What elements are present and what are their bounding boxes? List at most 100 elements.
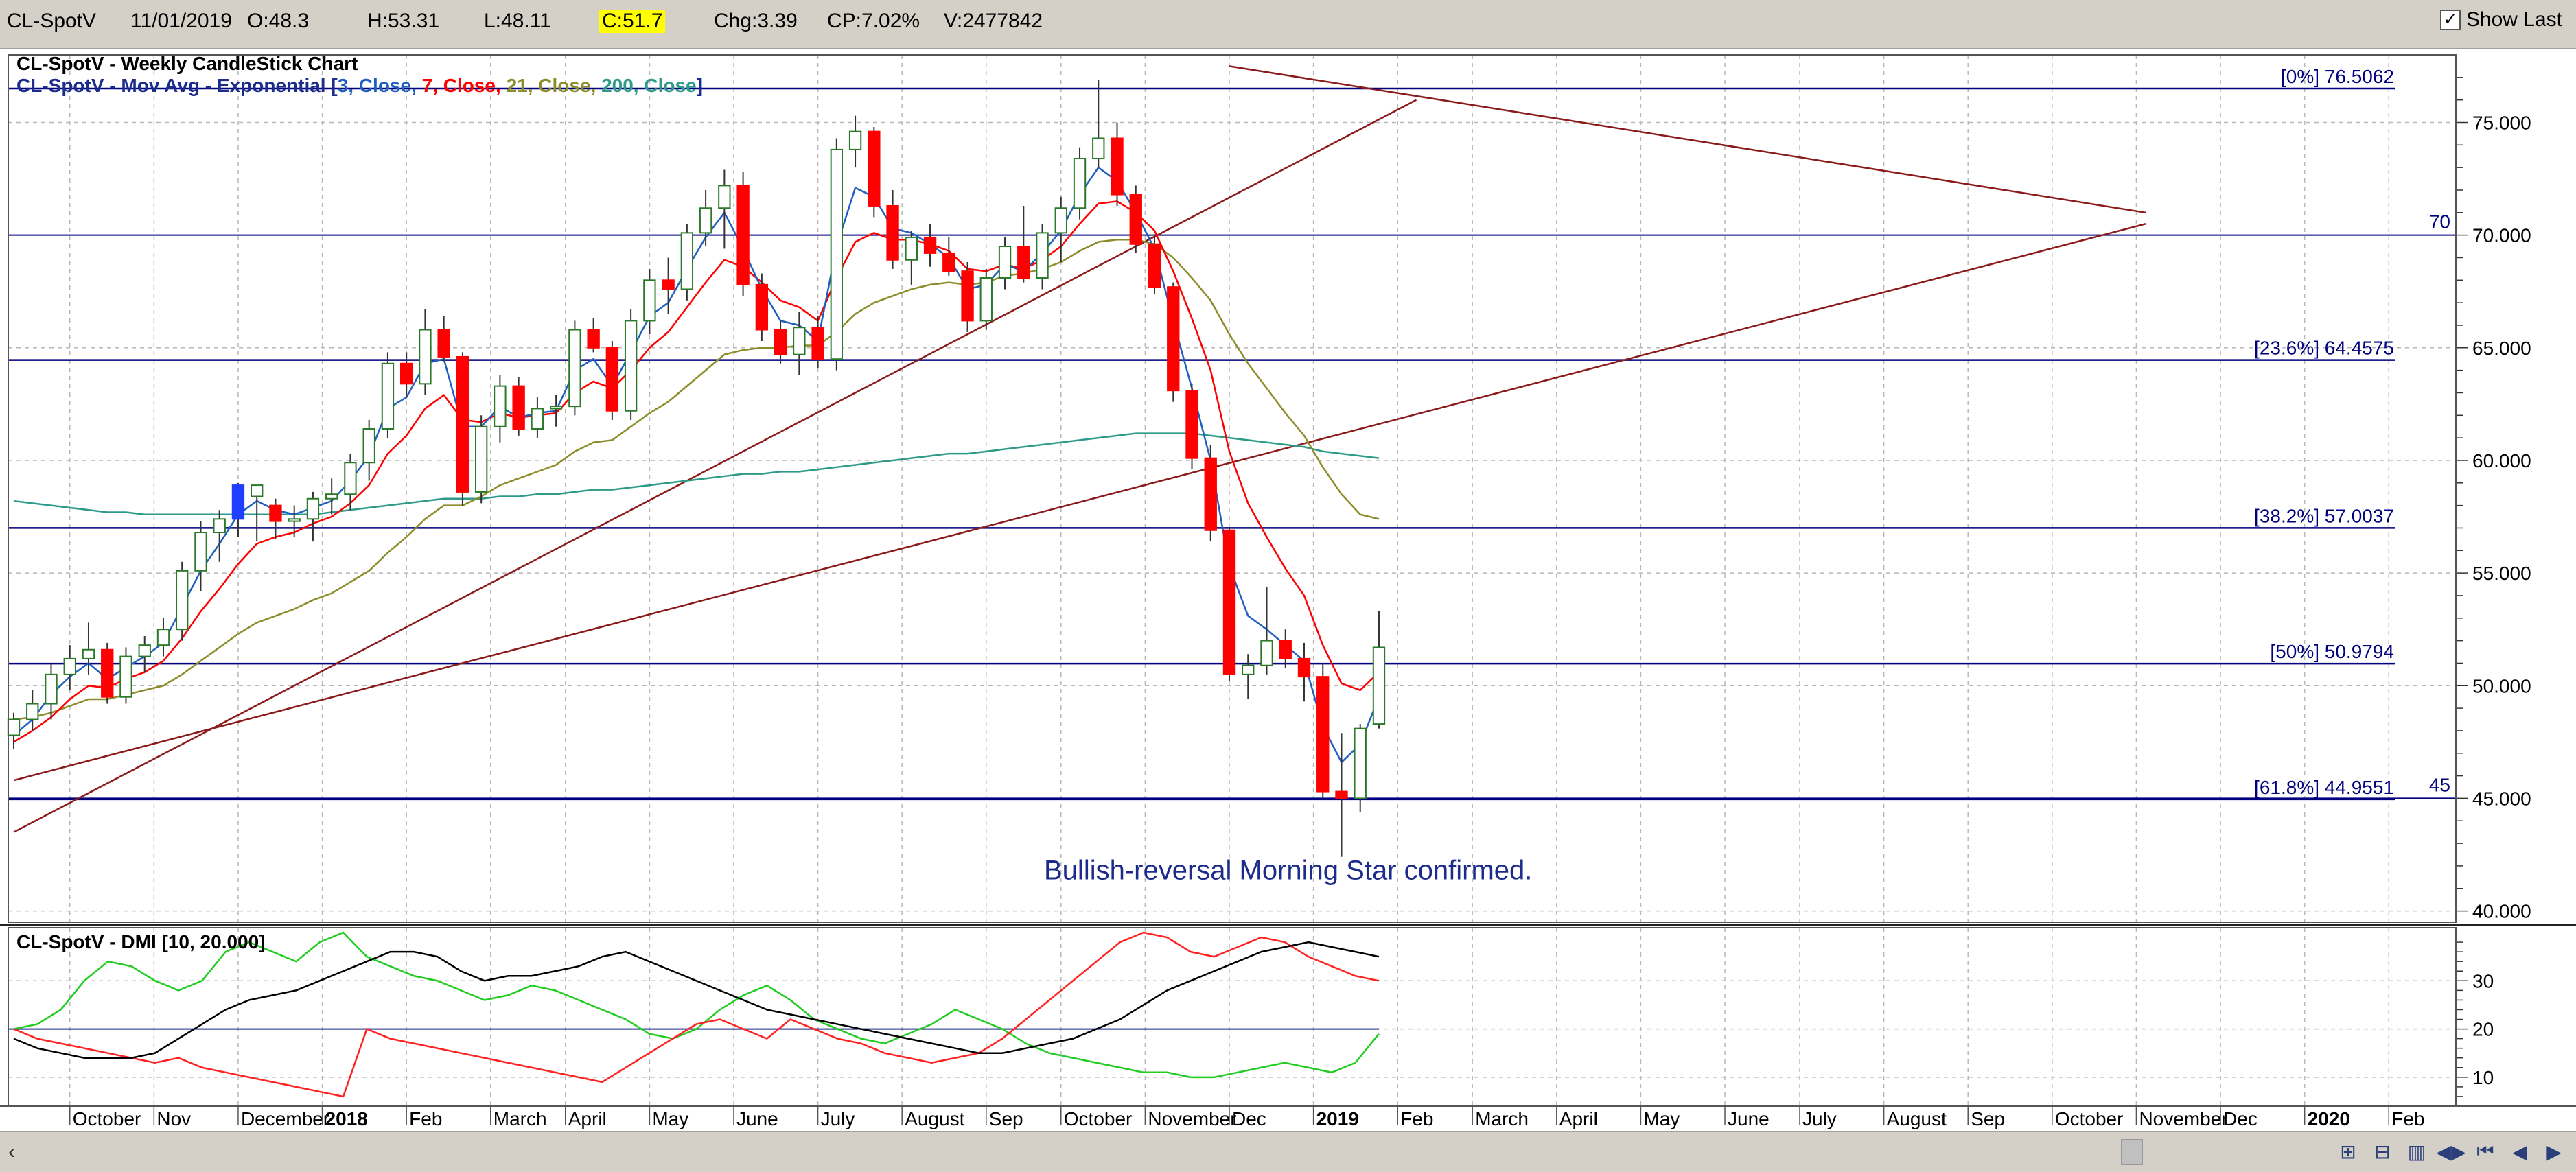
horizontal-line-label: 70 <box>2429 211 2450 233</box>
scrollbar-thumb[interactable] <box>2121 1139 2143 1165</box>
zoom-out-icon[interactable]: ⊟ <box>2374 1140 2391 1162</box>
price-panel-labels: CL-SpotV - Weekly CandleStick Chart CL-S… <box>16 53 1532 886</box>
candle-body <box>587 329 600 349</box>
candle-body <box>381 362 395 430</box>
fib-levels: [0%] 76.5062 [23.6%] 64.4575 [38.2%] 57.00… <box>8 66 2456 801</box>
candle-body <box>362 427 375 464</box>
time-tick-label: July <box>821 1108 855 1129</box>
candle-body <box>549 406 563 410</box>
candle-body <box>736 185 750 285</box>
candle-body <box>194 532 207 572</box>
ema-legend-param: 7, Close, <box>422 75 507 96</box>
time-tick-label: August <box>905 1108 964 1129</box>
date-label: 11/01/2019 <box>130 10 232 32</box>
bottom-toolbar: ‹ ⊞ ⊟ ▥ ◀▶ ⏮ ◀ ▶ <box>0 1131 2576 1172</box>
fib-label: [0%] 76.5062 <box>2281 66 2394 87</box>
candle-body <box>1148 243 1161 288</box>
show-last-label: Show Last <box>2465 8 2562 31</box>
candle-body <box>419 329 432 385</box>
candle-body <box>437 329 450 358</box>
ema-legend: CL-SpotV - Mov Avg - Exponential [3, Clo… <box>16 75 703 96</box>
candles <box>7 80 1386 857</box>
candle-body <box>1260 640 1273 666</box>
time-tick-label: 2018 <box>325 1108 368 1129</box>
nav-buttons: ⊞ ⊟ ▥ ◀▶ ⏮ ◀ ▶ <box>2333 1136 2569 1167</box>
candle-body <box>979 277 993 322</box>
candle-body <box>101 648 114 698</box>
dmi-tick-label: 30 <box>2472 970 2494 992</box>
time-tick-label: Feb <box>1400 1108 1433 1129</box>
show-last-checkbox[interactable]: ✓ <box>2439 10 2461 30</box>
change-pct-value: CP:7.02% <box>827 10 920 32</box>
candle-body <box>923 236 937 254</box>
change-value: Chg:3.39 <box>714 10 798 32</box>
candle-body <box>1036 232 1049 279</box>
trendline <box>1229 65 2146 214</box>
candle-body <box>213 518 226 534</box>
ema-legend-param: 200, Close <box>601 75 697 96</box>
candle-body <box>624 320 638 412</box>
time-tick-label: August <box>1887 1108 1947 1129</box>
candle-body <box>176 570 189 631</box>
candle-body <box>793 327 806 355</box>
first-icon[interactable]: ⏮ <box>2476 1140 2494 1162</box>
candle-body <box>755 283 769 331</box>
price-tick-label: 60.000 <box>2472 450 2531 471</box>
time-tick-label: April <box>568 1108 607 1129</box>
candle-body <box>886 204 899 261</box>
candle-body <box>138 644 151 657</box>
candle-body <box>1242 664 1255 675</box>
candle-body <box>1316 676 1330 793</box>
candle-body <box>1185 390 1198 459</box>
candle-body <box>288 518 301 522</box>
candle-body <box>474 425 488 493</box>
time-tick-label: October <box>73 1108 141 1129</box>
adx-line <box>13 941 1380 1059</box>
candle-body <box>643 279 656 322</box>
candle-body <box>718 185 731 209</box>
volume-value: V:2477842 <box>944 10 1043 32</box>
di_minus-line <box>13 931 1380 1098</box>
time-tick-label: Dec <box>1232 1108 1266 1129</box>
time-tick-label: December <box>241 1108 329 1129</box>
time-tick-label: July <box>1802 1108 1837 1129</box>
high-value: H:53.31 <box>367 10 440 32</box>
dmi-axis: 30 20 10 <box>2456 941 2494 1097</box>
time-tick-label: March <box>494 1108 547 1129</box>
candle-body <box>1222 529 1236 675</box>
zoom-in-icon[interactable]: ⊞ <box>2340 1140 2356 1162</box>
annotation-text: Bullish-reversal Morning Star confirmed. <box>1044 856 1532 886</box>
time-tick-label: June <box>1728 1108 1769 1129</box>
scroll-left-icon[interactable]: ‹ <box>8 1140 15 1163</box>
trendlines <box>13 65 2146 833</box>
candle-body <box>1017 246 1030 279</box>
fit-icon[interactable]: ▥ <box>2407 1140 2426 1162</box>
candle-body <box>325 493 338 500</box>
time-tick-label: June <box>736 1108 778 1129</box>
candle-body <box>1054 207 1067 234</box>
next-icon[interactable]: ▶ <box>2546 1140 2562 1162</box>
price-axis: 75.000 70.000 65.000 60.000 55.000 50.000 45.0… <box>2456 77 2531 922</box>
candle-body <box>156 629 170 646</box>
dmi-tick-label: 10 <box>2472 1067 2494 1088</box>
expand-icon[interactable]: ◀▶ <box>2436 1140 2466 1162</box>
candle-body <box>399 362 413 385</box>
candle-body <box>998 246 1012 279</box>
candle-body <box>1092 137 1105 160</box>
time-tick-label: Feb <box>409 1108 442 1129</box>
ema-legend-prefix: CL-SpotV - Mov Avg - Exponential [ <box>16 75 338 96</box>
price-tick-label: 45.000 <box>2472 788 2531 809</box>
candle-body <box>494 385 507 427</box>
time-tick-label: May <box>1643 1108 1680 1129</box>
candle-body <box>811 327 824 360</box>
time-tick-label: October <box>1064 1108 1133 1129</box>
candle-body <box>306 497 320 520</box>
chart-area[interactable]: [0%] 76.5062 [23.6%] 64.4575 [38.2%] 57.00… <box>0 49 2576 1131</box>
candle-body <box>531 408 544 430</box>
price-tick-label: 70.000 <box>2472 225 2531 246</box>
prev-icon[interactable]: ◀ <box>2512 1140 2527 1162</box>
show-last-toggle[interactable]: ✓ Show Last <box>2439 8 2562 32</box>
ema-legend-param: 21, Close, <box>507 75 602 96</box>
candle-body <box>699 207 712 234</box>
